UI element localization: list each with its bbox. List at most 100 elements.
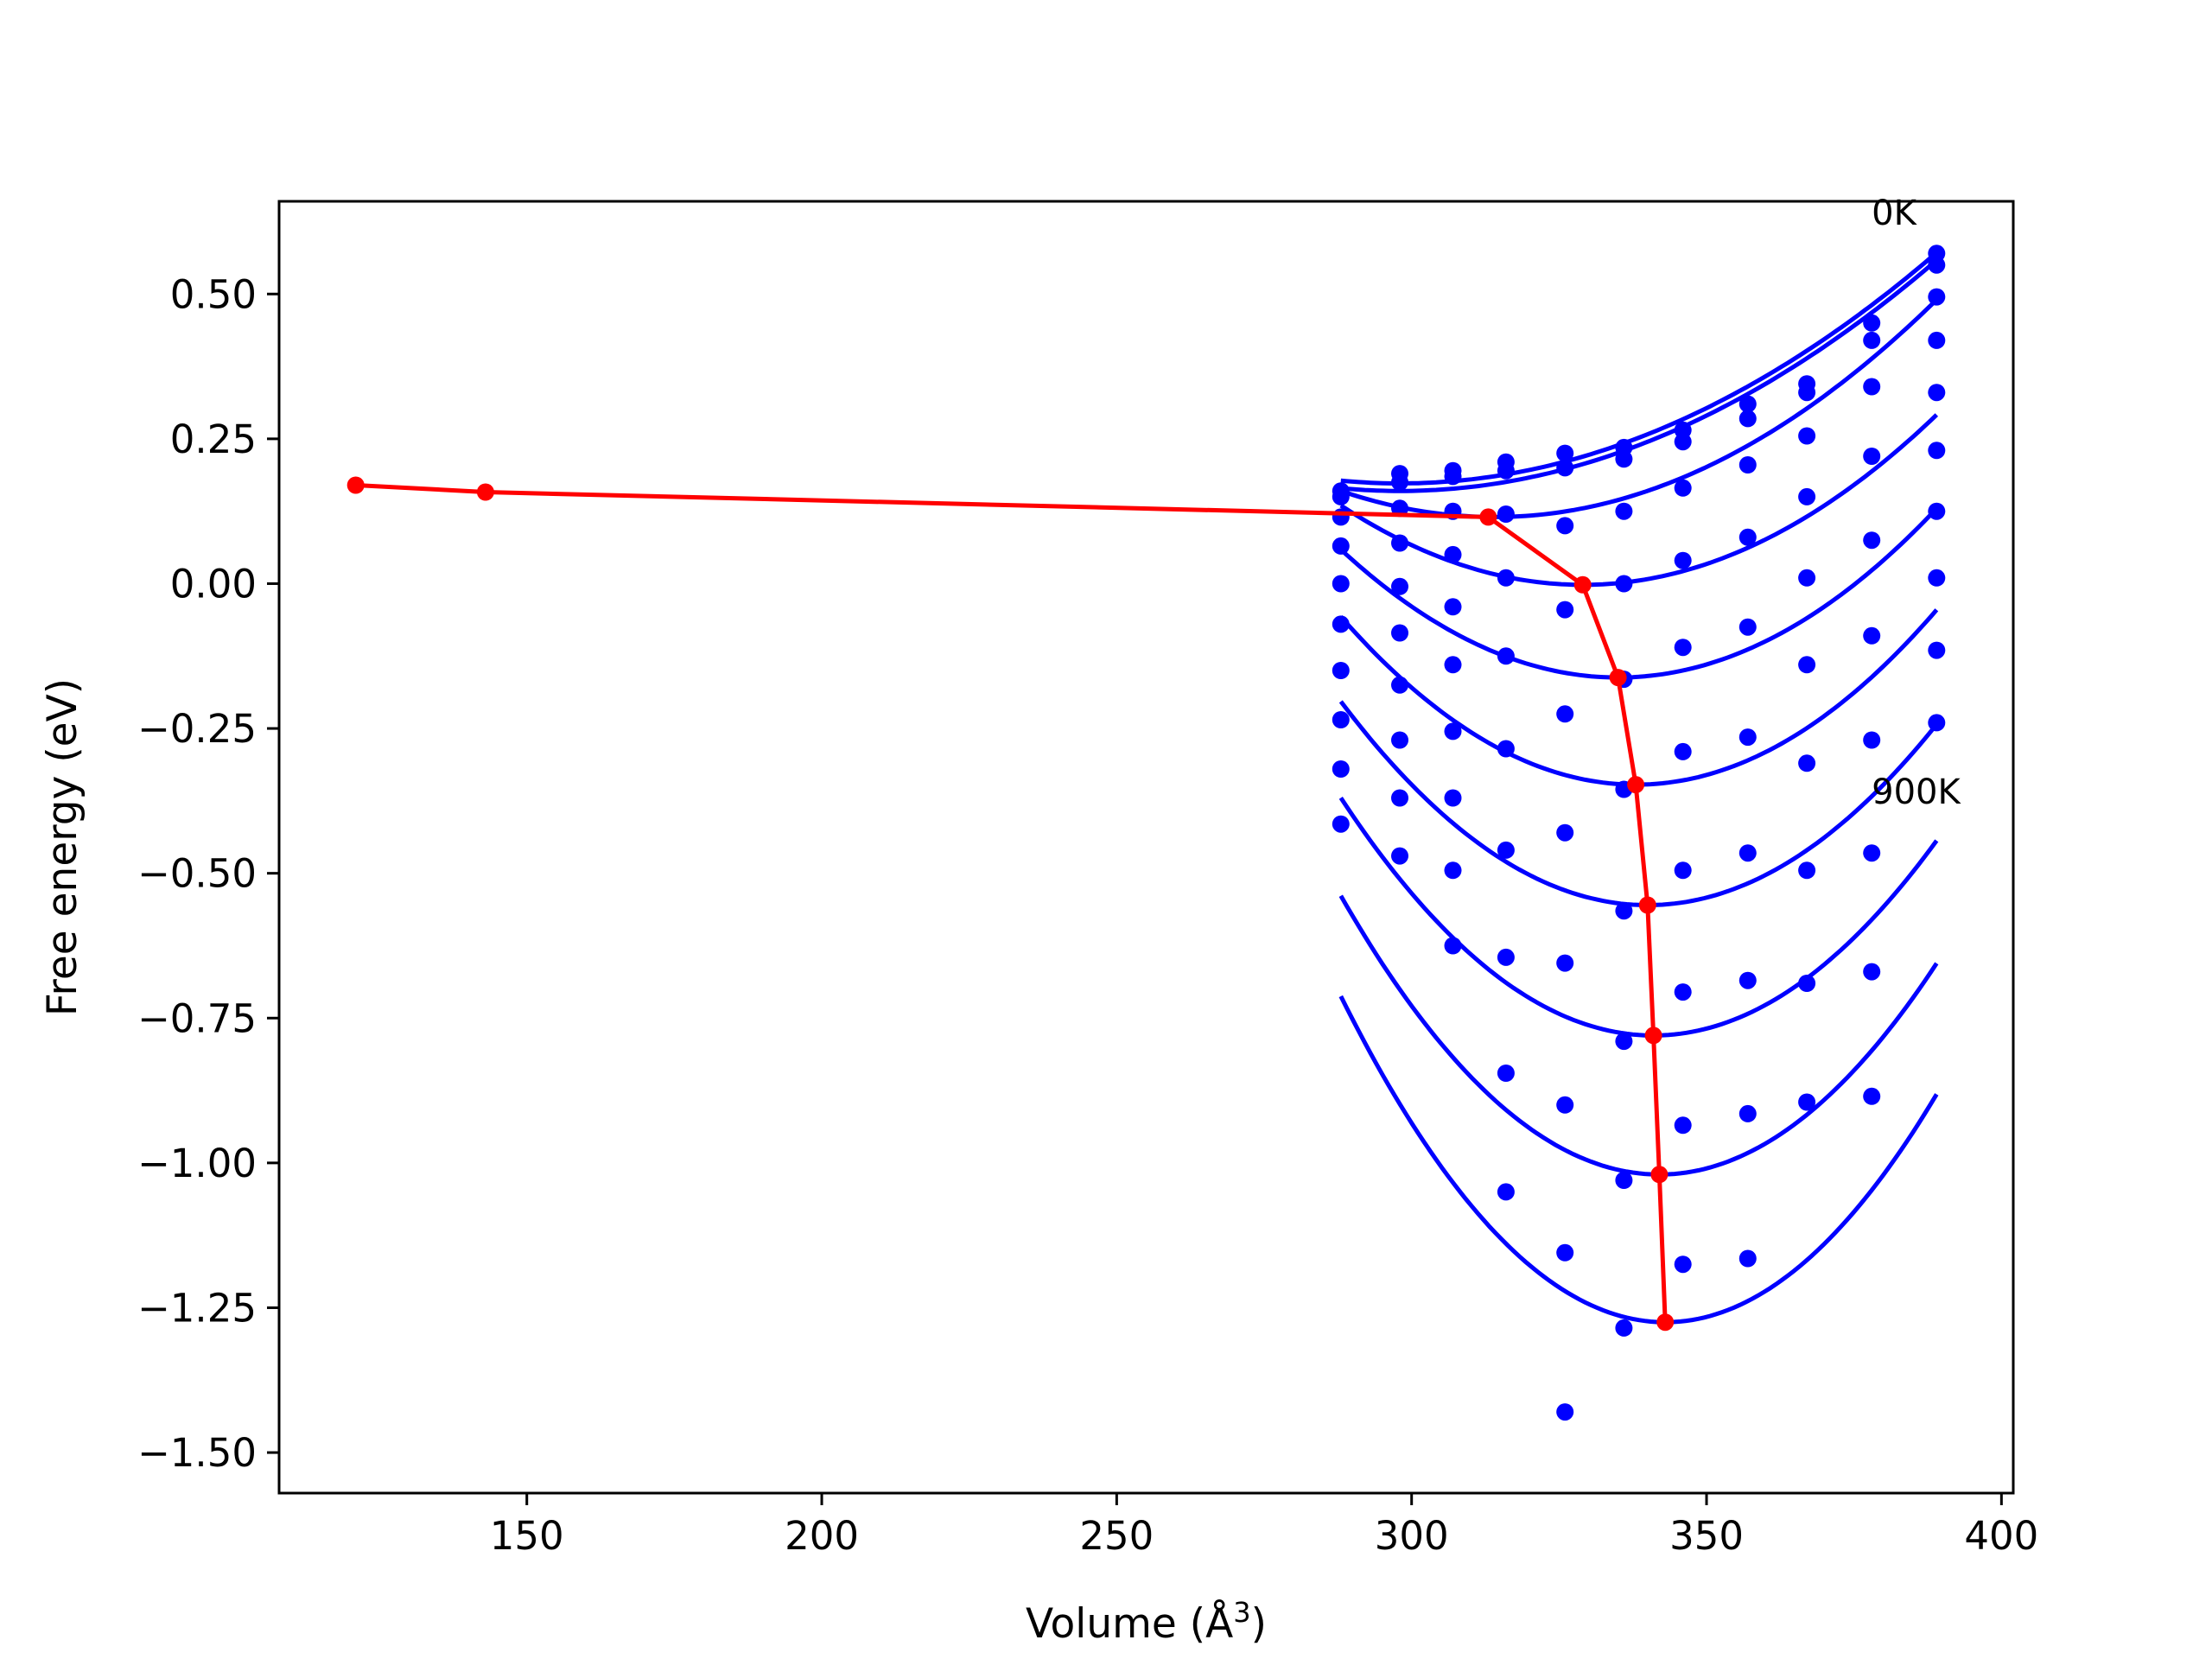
x-axis-label: Volume (Å3): [1026, 1596, 1267, 1648]
data-point: [1738, 1104, 1757, 1122]
data-point: [1497, 461, 1515, 480]
data-point: [1674, 433, 1692, 451]
data-point: [1444, 861, 1462, 880]
data-point: [1798, 427, 1816, 445]
data-point: [1444, 656, 1462, 674]
y-tick-label: −0.25: [137, 706, 257, 752]
x-tick-label: 350: [1669, 1513, 1744, 1559]
data-point: [1497, 505, 1515, 523]
data-point: [1928, 714, 1946, 732]
data-point: [1798, 1093, 1816, 1111]
x-tick-label: 250: [1079, 1513, 1154, 1559]
data-point: [1928, 502, 1946, 520]
data-point: [1928, 288, 1946, 306]
y-tick-label: 0.00: [170, 561, 257, 607]
y-tick-label: −0.50: [137, 851, 257, 897]
fit-curve-6: [1338, 700, 1939, 907]
data-point: [1738, 456, 1757, 474]
data-point: [1863, 448, 1881, 465]
y-tick-label: −0.75: [137, 995, 257, 1041]
data-point: [1615, 502, 1633, 520]
data-point: [1674, 479, 1692, 497]
y-tick-label: 0.25: [170, 416, 257, 462]
data-point: [1738, 971, 1757, 989]
data-point: [1497, 647, 1515, 665]
data-point: [1444, 722, 1462, 741]
y-tick-label: 0.50: [170, 271, 257, 317]
data-point: [1556, 517, 1574, 535]
data-point: [1444, 545, 1462, 563]
data-point: [1928, 442, 1946, 460]
fit-curve-9: [1338, 995, 1939, 1325]
data-point: [1615, 1033, 1633, 1051]
data-point: [1738, 844, 1757, 862]
y-axis: 0.50 0.25 0.00 −0.25 −0.50 −0.75 −1.00 −1.25 −1.…: [137, 271, 279, 1476]
data-point: [1738, 728, 1757, 747]
data-point: [1863, 531, 1881, 550]
data-point: [1863, 844, 1881, 862]
x-tick-label: 400: [1964, 1513, 2038, 1559]
fit-curve-4: [1339, 506, 1939, 680]
data-point: [1332, 615, 1350, 633]
data-point: [1556, 459, 1574, 477]
data-point: [1928, 256, 1946, 274]
data-point: [1738, 1249, 1757, 1268]
data-point: [1497, 1065, 1515, 1082]
data-point: [1497, 569, 1515, 587]
minimum-point: [346, 476, 365, 494]
data-point: [1798, 656, 1816, 674]
data-point: [1738, 395, 1757, 413]
annotation-label: 900K: [1872, 772, 1961, 812]
minimum-point: [1573, 575, 1592, 594]
data-point: [1556, 823, 1574, 842]
data-point: [1444, 598, 1462, 616]
fit-curve-7: [1338, 797, 1939, 1038]
data-point: [1391, 577, 1408, 595]
data-point: [1615, 902, 1633, 920]
data-point: [1798, 975, 1816, 992]
data-point: [1391, 624, 1408, 642]
y-axis-label: Free energy (eV): [39, 678, 86, 1016]
data-point: [1738, 410, 1757, 428]
minimum-point: [1609, 669, 1627, 687]
data-point: [1615, 450, 1633, 468]
data-point: [1497, 948, 1515, 966]
data-point: [1928, 384, 1946, 402]
data-point: [1798, 569, 1816, 587]
data-point: [1391, 847, 1408, 865]
data-point: [1863, 314, 1881, 332]
annotation-label: 0K: [1872, 194, 1917, 233]
data-point: [1444, 789, 1462, 807]
data-point: [1674, 1255, 1692, 1274]
data-point: [1556, 444, 1574, 462]
data-point: [1674, 983, 1692, 1001]
data-point: [1332, 508, 1350, 526]
data-point: [1556, 1243, 1574, 1262]
data-points: [1332, 245, 1946, 1421]
data-point: [1615, 1319, 1633, 1337]
data-point: [1798, 384, 1816, 402]
minimum-point: [1479, 508, 1497, 526]
plot-frame: [277, 200, 2015, 1495]
minimum-point: [1644, 1027, 1662, 1045]
x-axis: 150 200 250 300 350 400: [490, 1493, 2038, 1559]
data-point: [1674, 1116, 1692, 1135]
fit-curve-0: [1340, 251, 1938, 486]
minimum-point: [1656, 1313, 1675, 1332]
data-point: [1863, 731, 1881, 749]
fit-curve-8: [1338, 894, 1939, 1177]
y-tick-label: −1.50: [137, 1430, 257, 1476]
x-tick-label: 200: [785, 1513, 859, 1559]
data-point: [1332, 537, 1350, 555]
y-tick-label: −1.25: [137, 1285, 257, 1331]
x-tick-label: 300: [1375, 1513, 1449, 1559]
data-point: [1556, 705, 1574, 723]
data-point: [1928, 331, 1946, 349]
data-point: [1738, 528, 1757, 546]
minimum-point: [1650, 1166, 1669, 1184]
data-point: [1444, 467, 1462, 486]
data-point: [1391, 534, 1408, 552]
data-point: [1674, 742, 1692, 760]
x-tick-label: 150: [490, 1513, 564, 1559]
